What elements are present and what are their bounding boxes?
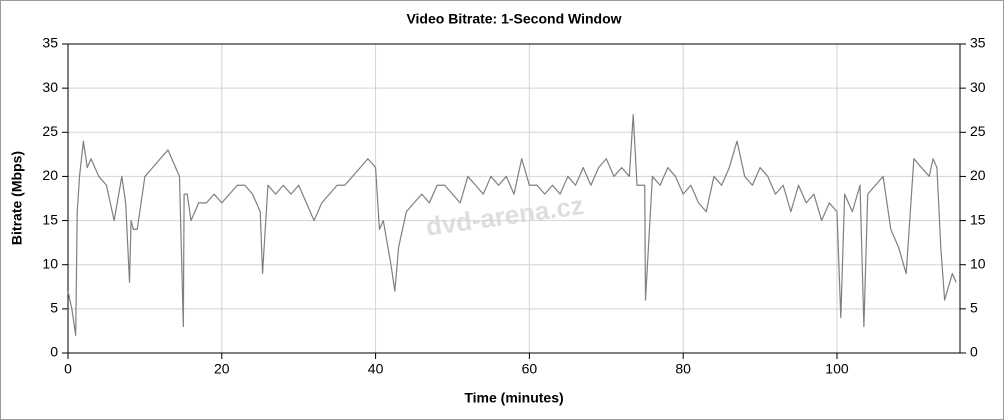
y2-tick-label: 0 bbox=[970, 344, 978, 360]
x-tick-label: 60 bbox=[522, 361, 538, 377]
y-axis-label: Bitrate (Mbps) bbox=[9, 151, 25, 245]
y-tick-label: 20 bbox=[42, 167, 58, 183]
x-axis-label: Time (minutes) bbox=[464, 390, 563, 406]
plot-border bbox=[67, 43, 961, 354]
y-tick-label: 30 bbox=[42, 79, 58, 95]
y-tick-label: 0 bbox=[50, 344, 58, 360]
y2-tick-label: 20 bbox=[970, 167, 986, 183]
y2-tick-label: 5 bbox=[970, 300, 978, 316]
x-tick-label: 80 bbox=[675, 361, 691, 377]
y-tick-label: 25 bbox=[42, 123, 58, 139]
y2-tick-label: 35 bbox=[970, 35, 986, 51]
x-tick-label: 0 bbox=[64, 361, 72, 377]
y2-tick-label: 25 bbox=[970, 123, 986, 139]
x-tick-label: 20 bbox=[214, 361, 230, 377]
y2-tick-label: 10 bbox=[970, 255, 986, 271]
y2-tick-label: 15 bbox=[970, 211, 986, 227]
y-tick-label: 5 bbox=[50, 300, 58, 316]
y2-tick-label: 30 bbox=[970, 79, 986, 95]
bitrate-line bbox=[67, 114, 957, 336]
y-tick-label: 35 bbox=[42, 35, 58, 51]
y-tick-label: 10 bbox=[42, 255, 58, 271]
x-tick-label: 100 bbox=[825, 361, 849, 377]
y-tick-label: 15 bbox=[42, 211, 58, 227]
chart-title: Video Bitrate: 1-Second Window bbox=[406, 11, 621, 27]
x-tick-label: 40 bbox=[368, 361, 384, 377]
